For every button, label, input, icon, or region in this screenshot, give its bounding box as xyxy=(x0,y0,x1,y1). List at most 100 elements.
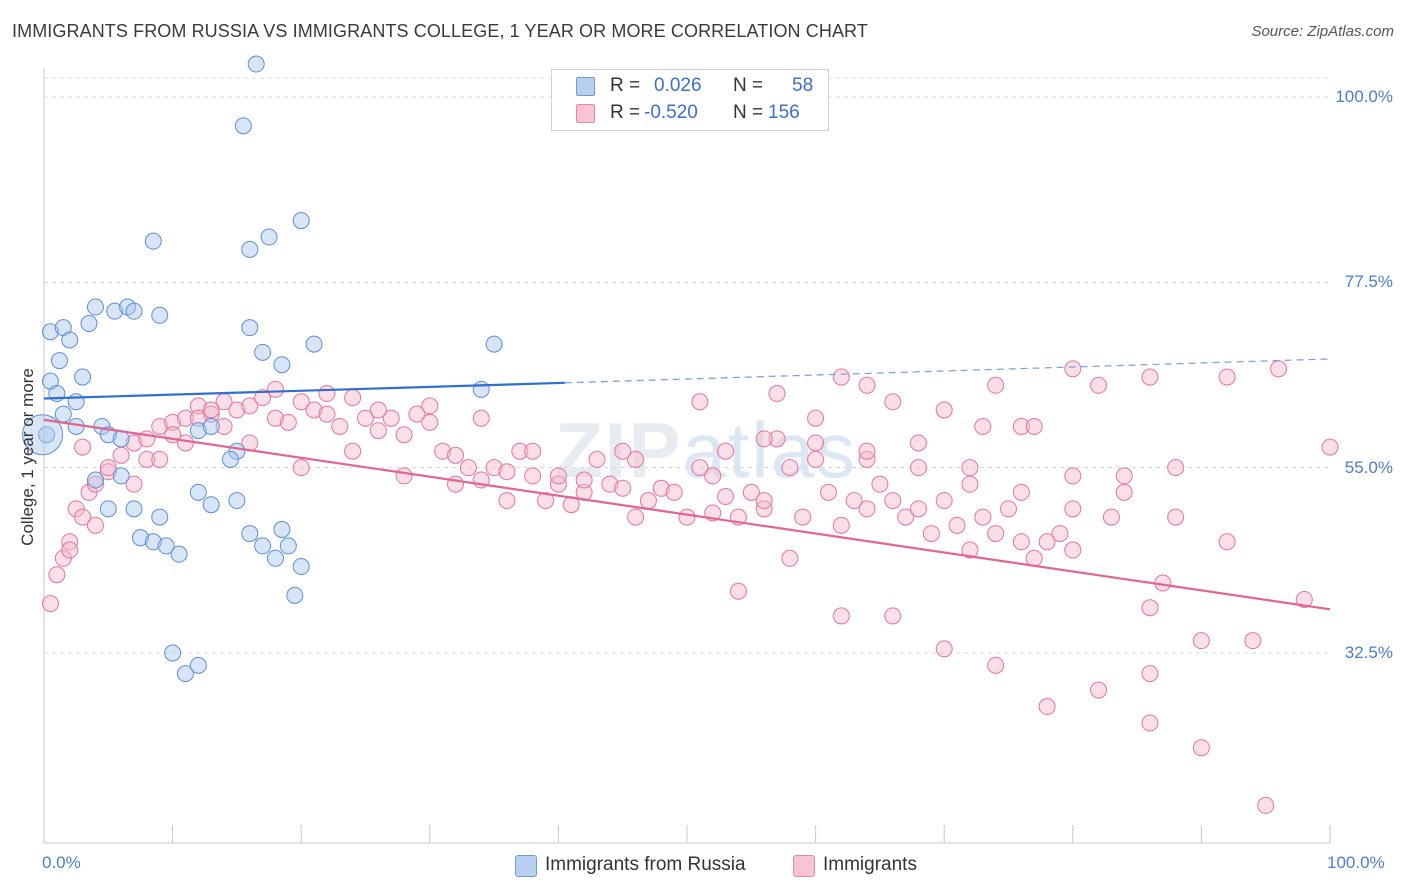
immigrants-point xyxy=(717,487,735,505)
russia-point xyxy=(151,508,169,526)
immigrants-point xyxy=(742,483,760,501)
immigrants-point xyxy=(549,467,567,485)
immigrants-point xyxy=(755,492,773,510)
x-tick-label-min: 0.0% xyxy=(42,853,81,872)
immigrants-point xyxy=(459,459,477,477)
immigrants-point xyxy=(1025,417,1043,435)
immigrants-point xyxy=(832,607,850,625)
russia-point xyxy=(234,117,252,135)
immigrants-point xyxy=(86,516,104,534)
series-immigrants-points xyxy=(41,360,1339,814)
russia-point xyxy=(273,520,291,538)
russia-point xyxy=(112,467,130,485)
immigrants-point xyxy=(614,479,632,497)
russia-trend-dashed xyxy=(564,358,1331,384)
immigrants-point xyxy=(781,549,799,567)
immigrants-point xyxy=(922,525,940,543)
immigrants-point xyxy=(768,430,786,448)
immigrants-point xyxy=(99,459,117,477)
immigrants-point xyxy=(1064,467,1082,485)
immigrants-point xyxy=(472,409,490,427)
immigrants-point xyxy=(1012,483,1030,501)
russia-point xyxy=(170,545,188,563)
immigrants-point xyxy=(807,409,825,427)
russia-point xyxy=(292,558,310,576)
russia-point xyxy=(189,656,207,674)
immigrants-point xyxy=(909,434,927,452)
trend-lines xyxy=(43,358,1331,611)
watermark-atlas: atlas xyxy=(682,406,858,494)
y-tick-label: 100.0% xyxy=(1335,87,1393,106)
immigrants-point xyxy=(665,483,683,501)
immigrants-point xyxy=(1012,533,1030,551)
immigrants-point xyxy=(266,380,284,398)
legend-r-label: R = xyxy=(610,102,641,123)
immigrants-point xyxy=(344,442,362,460)
immigrants-point xyxy=(884,393,902,411)
immigrants-point xyxy=(408,405,426,423)
russia-point xyxy=(176,665,194,683)
immigrants-point xyxy=(112,446,130,464)
immigrants-point xyxy=(447,475,465,493)
immigrants-point xyxy=(627,450,645,468)
russia-point xyxy=(99,500,117,518)
immigrants-point xyxy=(202,405,220,423)
russia-point xyxy=(241,240,259,258)
immigrants-point xyxy=(704,467,722,485)
immigrants-point xyxy=(86,475,104,493)
immigrants-point xyxy=(832,516,850,534)
bottom-legend-label: Immigrants from Russia xyxy=(545,854,746,875)
immigrants-point xyxy=(1141,368,1159,386)
russia-point xyxy=(164,644,182,662)
immigrants-point xyxy=(485,459,503,477)
russia-trend-solid xyxy=(43,381,565,400)
immigrants-point xyxy=(138,450,156,468)
immigrants-point xyxy=(948,516,966,534)
russia-point xyxy=(266,549,284,567)
immigrants-point xyxy=(832,368,850,386)
immigrants-point xyxy=(858,442,876,460)
immigrants-point xyxy=(151,450,169,468)
russia-point xyxy=(131,529,149,547)
russia-point xyxy=(80,315,98,333)
immigrants-point xyxy=(421,397,439,415)
legend-n-label: N = xyxy=(733,102,764,123)
series-russia-points xyxy=(22,55,503,683)
legend-swatch-blue xyxy=(576,77,595,96)
russia-point xyxy=(254,343,272,361)
immigrants-point xyxy=(1051,525,1069,543)
immigrants-point xyxy=(292,459,310,477)
immigrants-point xyxy=(99,463,117,481)
immigrants-point xyxy=(447,446,465,464)
immigrants-point xyxy=(369,401,387,419)
immigrants-point xyxy=(176,409,194,427)
immigrants-point xyxy=(1270,360,1288,378)
russia-point xyxy=(241,319,259,337)
immigrants-point xyxy=(897,508,915,526)
immigrants-point xyxy=(601,475,619,493)
immigrants-point xyxy=(614,442,632,460)
russia-point xyxy=(189,483,207,501)
immigrants-point xyxy=(524,442,542,460)
immigrants-point xyxy=(48,566,66,584)
immigrants-point xyxy=(176,434,194,452)
immigrants-point xyxy=(1115,483,1133,501)
russia-point xyxy=(472,380,490,398)
immigrants-point xyxy=(74,438,92,456)
russia-point xyxy=(286,586,304,604)
russia-point xyxy=(221,450,239,468)
immigrants-point xyxy=(987,525,1005,543)
immigrants-point xyxy=(202,401,220,419)
immigrants-point xyxy=(395,467,413,485)
immigrants-point xyxy=(691,393,709,411)
immigrants-point xyxy=(1141,599,1159,617)
axes xyxy=(43,68,1331,844)
russia-point xyxy=(241,525,259,543)
immigrants-point xyxy=(305,401,323,419)
immigrants-point xyxy=(691,459,709,477)
immigrants-point xyxy=(344,389,362,407)
immigrants-point xyxy=(1192,739,1210,757)
immigrants-point xyxy=(164,413,182,431)
immigrants-point xyxy=(151,417,169,435)
immigrants-point xyxy=(395,426,413,444)
